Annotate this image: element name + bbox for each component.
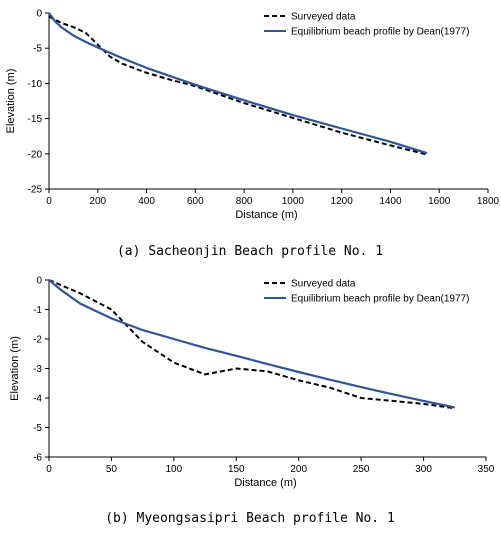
y-tick-label: -15: [28, 114, 43, 125]
equilibrium-profile-line: [48, 12, 428, 155]
x-tick-label: 1200: [331, 196, 354, 207]
y-axis-label: Elevation (m): [5, 69, 17, 134]
x-tick-label: 200: [89, 196, 106, 207]
x-tick-label: 1000: [282, 196, 305, 207]
y-tick-label: -1: [33, 305, 42, 316]
chart-caption: (a) Sacheonjin Beach profile No. 1: [117, 244, 383, 259]
surveyed-data-line: [48, 279, 455, 410]
y-tick-label: -5: [33, 423, 42, 434]
y-tick-label: 0: [36, 276, 42, 287]
x-tick-label: 50: [106, 464, 118, 475]
legend-label: Surveyed data: [291, 12, 356, 23]
x-axis-label: Distance (m): [235, 209, 297, 221]
chart-caption: (b) Myeongsasipri Beach profile No. 1: [105, 511, 395, 526]
x-tick-label: 150: [228, 464, 245, 475]
chart-a: 0-5-10-15-20-250 200 400 600 800 1000 1200 1400…: [5, 9, 500, 260]
x-tick-label: 200: [290, 464, 307, 475]
y-tick-label: -20: [28, 149, 43, 160]
x-tick-label: 1600: [428, 196, 451, 207]
y-tick-label: -10: [28, 79, 43, 90]
equilibrium-profile-line: [48, 279, 456, 409]
x-tick-label: 600: [187, 196, 204, 207]
y-tick-label: -25: [28, 185, 43, 196]
y-tick-label: -5: [33, 44, 42, 55]
x-tick-label: 400: [138, 196, 155, 207]
legend-label: Surveyed data: [291, 279, 356, 290]
x-axis-label: Distance (m): [234, 477, 296, 489]
x-tick-label: 250: [353, 464, 370, 475]
y-tick-label: -2: [33, 335, 42, 346]
y-tick-label: 0: [36, 9, 42, 20]
x-tick-label: 100: [166, 464, 183, 475]
x-tick-label: 0: [46, 196, 52, 207]
x-tick-label: 350: [478, 464, 495, 475]
y-tick-label: -4: [33, 394, 42, 405]
x-tick-label: 1400: [379, 196, 402, 207]
legend-label: Equilibrium beach profile by Dean(1977): [291, 27, 469, 38]
x-tick-label: 800: [236, 196, 253, 207]
y-tick-label: -6: [33, 453, 42, 464]
surveyed-data-line: [48, 15, 428, 156]
x-tick-label: 1800: [477, 196, 500, 207]
x-tick-label: 0: [46, 464, 52, 475]
legend-label: Equilibrium beach profile by Dean(1977): [291, 294, 469, 305]
y-axis-label: Elevation (m): [9, 336, 21, 401]
chart-b: 0 -1 -2 -3 -4 -5 -6 0 50 100 150 200 250 300 350 Distan…: [9, 276, 495, 527]
x-tick-label: 300: [415, 464, 432, 475]
y-tick-label: -3: [33, 364, 42, 375]
